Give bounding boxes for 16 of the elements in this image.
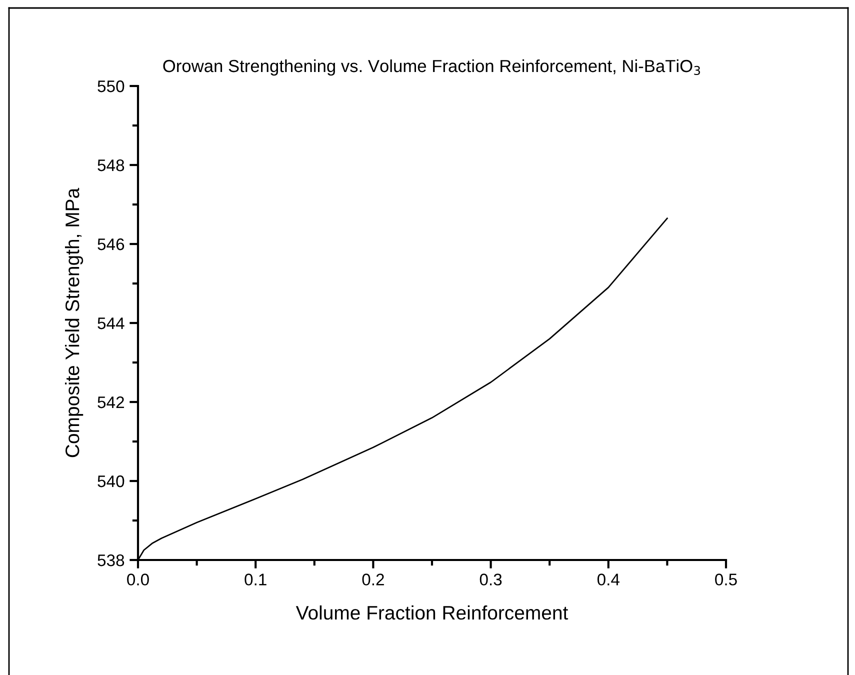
chart-title: Orowan Strengthening vs. Volume Fraction Reinforcement, Ni-BaTiO$_{3}$ — [163, 59, 700, 76]
x-tick-label: 0.5 — [715, 574, 737, 586]
x-tick-label: 0.3 — [480, 574, 502, 586]
x-tick-label: 0.4 — [597, 574, 620, 586]
y-axis-title: Composite Yield Strength, MPa — [64, 188, 84, 458]
x-tick-label: 0.2 — [362, 574, 384, 586]
y-tick-label: 544 — [98, 318, 124, 330]
y-tick-label: 542 — [98, 396, 124, 408]
y-tick-label: 548 — [98, 159, 124, 172]
x-axis-title: Volume Fraction Reinforcement — [296, 605, 568, 620]
y-tick-label: 538 — [98, 554, 124, 566]
y-tick-label: 550 — [98, 80, 124, 92]
x-tick-label: 0.1 — [244, 574, 266, 586]
x-tick-label: 0.0 — [127, 574, 149, 586]
y-tick-label: 540 — [98, 475, 124, 488]
y-tick-label: 546 — [98, 238, 124, 250]
